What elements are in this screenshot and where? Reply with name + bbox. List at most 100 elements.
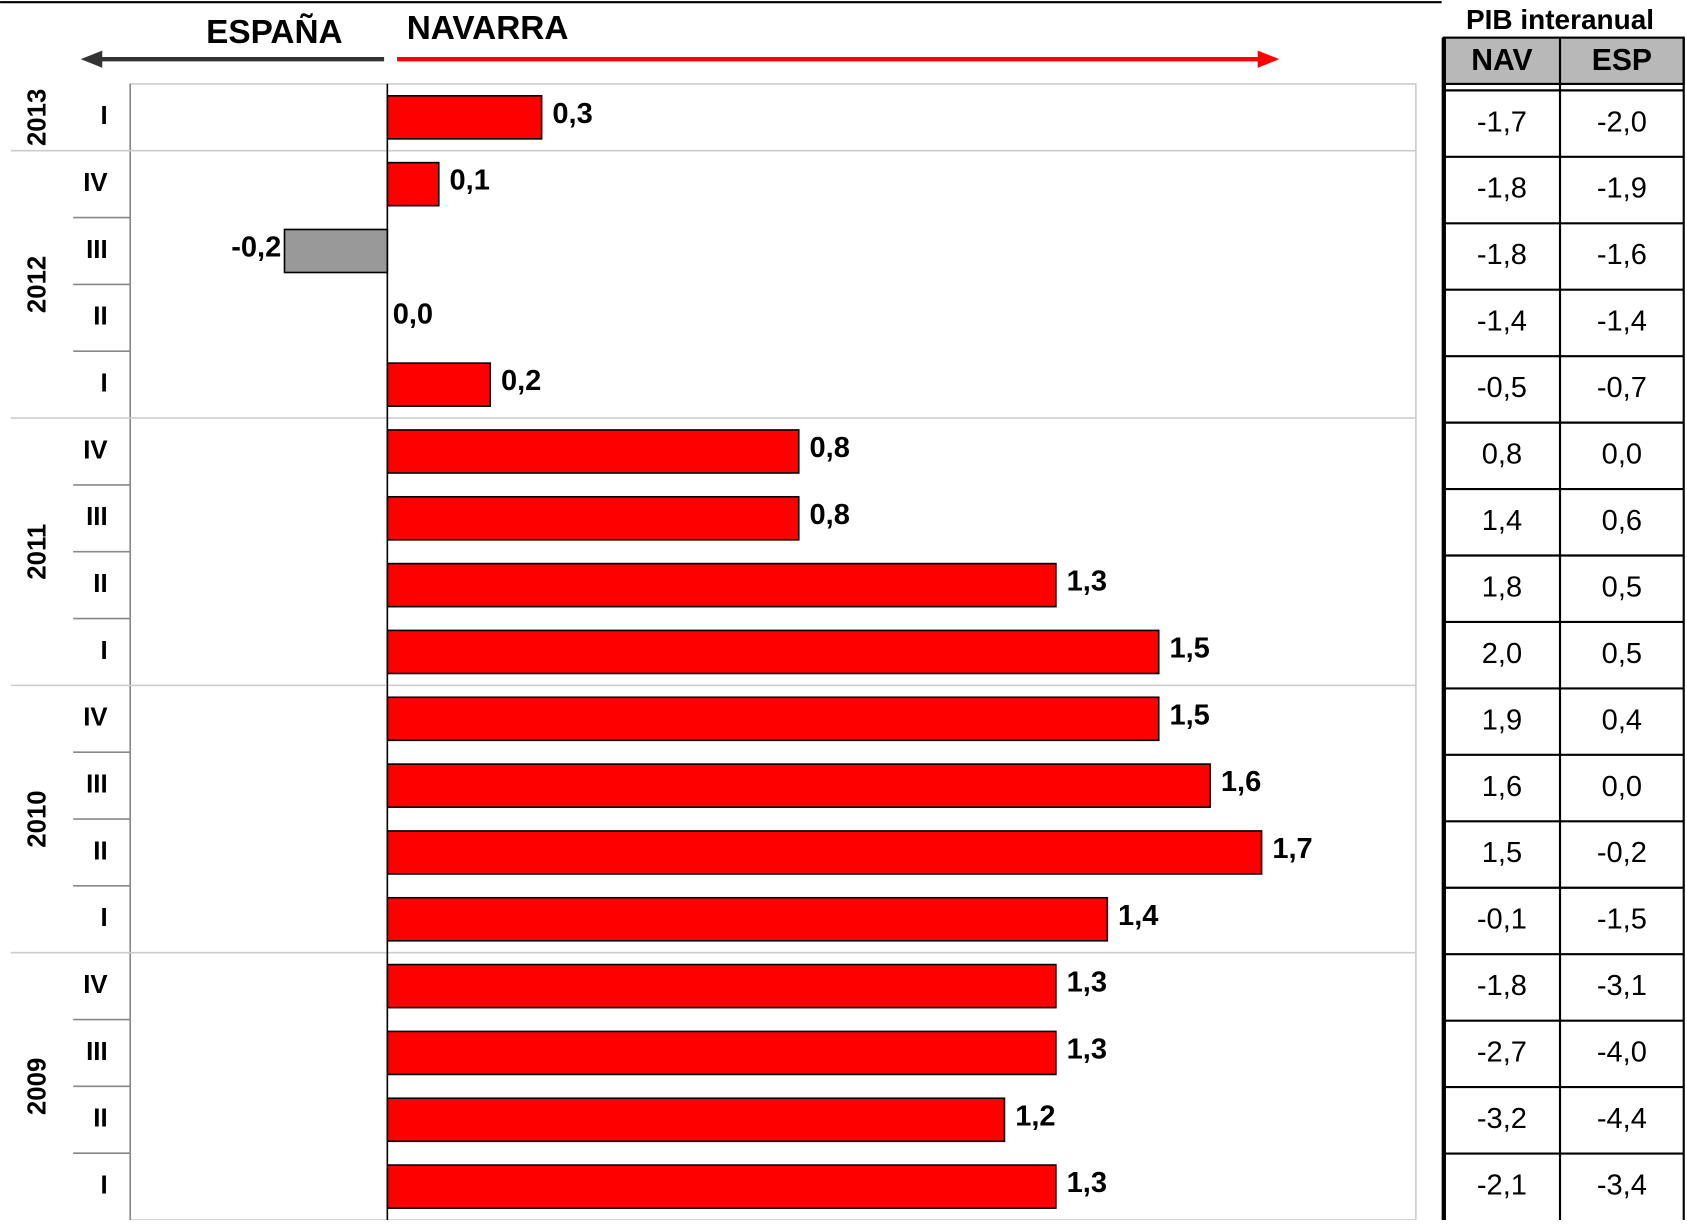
table-title: PIB interanual <box>1466 4 1654 35</box>
bar <box>386 830 1263 875</box>
quarter-label: I <box>100 369 107 397</box>
quarter-label: II <box>93 1105 107 1133</box>
table-cell: -2,7 <box>1477 1037 1527 1069</box>
bar <box>386 562 1057 608</box>
bar <box>386 1164 1057 1209</box>
quarter-label: II <box>93 303 107 331</box>
value-label: 1,2 <box>1015 1100 1055 1132</box>
quarter-label: III <box>86 770 108 798</box>
quarter-label: III <box>86 1038 108 1066</box>
table-cell: 0,5 <box>1602 571 1642 603</box>
bar <box>386 429 800 474</box>
value-label: 0,8 <box>810 499 850 531</box>
table-cell: 1,5 <box>1482 837 1522 869</box>
year-label: 2010 <box>24 790 52 847</box>
table-header: NAV <box>1471 44 1532 77</box>
quarter-label: I <box>100 102 107 130</box>
table-cell: -0,7 <box>1597 372 1647 404</box>
quarter-label: I <box>100 904 107 932</box>
arrows <box>80 50 1280 68</box>
table-cell: -1,8 <box>1477 173 1527 205</box>
quarter-label: II <box>93 570 107 598</box>
table-cell: -0,2 <box>1597 837 1647 869</box>
table-cell: -1,4 <box>1597 306 1647 338</box>
value-label: 1,7 <box>1272 833 1312 865</box>
table-cell: -1,5 <box>1597 904 1647 936</box>
table-cell: -2,0 <box>1597 106 1647 138</box>
table-cell: -4,4 <box>1597 1103 1647 1135</box>
value-label: 1,5 <box>1169 699 1209 731</box>
bar <box>386 629 1160 675</box>
table-cell: -1,6 <box>1597 239 1647 271</box>
year-label: 2013 <box>24 89 52 146</box>
value-label: 0,1 <box>450 165 490 197</box>
quarter-label: II <box>93 837 107 865</box>
table-cell: -0,5 <box>1477 372 1527 404</box>
quarter-label: III <box>86 503 108 531</box>
bar <box>386 495 800 541</box>
value-label: -0,2 <box>231 232 281 264</box>
right-arrow-head <box>1257 50 1280 68</box>
bar <box>386 1097 1006 1143</box>
table-cell: 0,5 <box>1602 638 1642 670</box>
bar <box>386 95 543 140</box>
table-cell: 0,4 <box>1602 704 1642 736</box>
bar <box>386 696 1160 742</box>
value-label: 1,3 <box>1067 967 1107 999</box>
bar <box>386 896 1109 942</box>
value-label: 0,2 <box>501 365 541 397</box>
table-cell: 1,9 <box>1482 704 1522 736</box>
bar <box>386 362 492 407</box>
value-label: 1,3 <box>1067 1167 1107 1199</box>
left-label: ESPAÑA <box>206 13 342 51</box>
table-cell: 0,8 <box>1482 439 1522 471</box>
year-label: 2012 <box>24 256 52 313</box>
table-cell: -0,1 <box>1477 904 1527 936</box>
table-header-bg <box>1442 36 1685 85</box>
value-label: 1,3 <box>1067 566 1107 598</box>
value-label: 1,5 <box>1169 632 1209 664</box>
value-label: 0,3 <box>552 98 592 130</box>
table-cell: -2,1 <box>1477 1169 1527 1201</box>
table-cell: 1,4 <box>1482 505 1522 537</box>
quarter-label: IV <box>83 169 108 197</box>
table-cell: 1,8 <box>1482 571 1522 603</box>
table-cell: 1,6 <box>1482 771 1522 803</box>
bar <box>386 1030 1057 1076</box>
year-label: 2011 <box>24 524 52 580</box>
right-label: NAVARRA <box>407 10 569 47</box>
quarter-label: IV <box>83 704 108 732</box>
quarter-label: III <box>86 236 108 264</box>
value-label: 1,4 <box>1118 900 1158 932</box>
table-cell: -1,8 <box>1477 970 1527 1002</box>
table-cell: 2,0 <box>1482 638 1522 670</box>
table-cell: -1,8 <box>1477 239 1527 271</box>
value-label: 1,3 <box>1067 1033 1107 1065</box>
value-label: 0,8 <box>810 432 850 464</box>
quarter-label: I <box>100 637 107 665</box>
table-cell: -1,4 <box>1477 306 1527 338</box>
table-cell: 0,0 <box>1602 439 1642 471</box>
quarter-label: IV <box>83 971 108 999</box>
bar <box>283 228 389 274</box>
table-cell: -1,9 <box>1597 173 1647 205</box>
table-cell: 0,0 <box>1602 771 1642 803</box>
table-cell: -3,1 <box>1597 970 1647 1002</box>
quarter-label: I <box>100 1171 107 1199</box>
value-label: 1,6 <box>1221 766 1261 798</box>
left-arrow-head <box>80 50 103 68</box>
table-cell: -1,7 <box>1477 106 1527 138</box>
bar <box>386 161 440 207</box>
table-cell: -3,4 <box>1597 1169 1647 1201</box>
table-cell: -4,0 <box>1597 1037 1647 1069</box>
bar <box>386 963 1057 1009</box>
table-cell: -3,2 <box>1477 1103 1527 1135</box>
table-header: ESP <box>1592 44 1652 77</box>
value-label: 0,0 <box>393 298 433 330</box>
table-cell: 0,6 <box>1602 505 1642 537</box>
bar <box>386 763 1211 808</box>
year-label: 2009 <box>24 1058 52 1115</box>
quarter-label: IV <box>83 436 108 464</box>
